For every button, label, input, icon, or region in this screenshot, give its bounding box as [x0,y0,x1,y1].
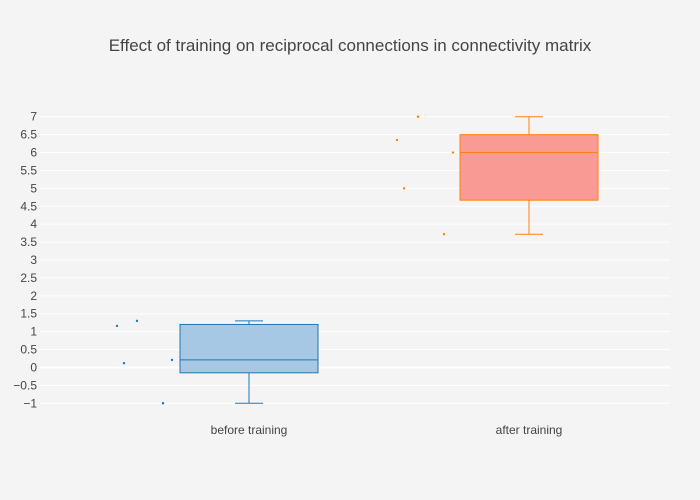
data-point [170,358,174,362]
data-point [402,187,406,190]
y-tick-label: 2.5 [20,271,37,285]
data-point [122,361,126,365]
y-tick-label: 6.5 [20,128,37,142]
data-point [161,402,165,405]
x-tick-label: after training [496,423,563,437]
x-axis-ticks: before training after training [211,423,563,437]
y-tick-label: 6 [30,146,37,160]
y-tick-label: −1 [23,396,37,410]
y-tick-label: 1.5 [20,307,37,321]
y-axis-ticks: −1 −0.5 0 0.5 1 1.5 2 2.5 3 3.5 4 4.5 5 5.5 6 6.5 7 [13,110,37,411]
chart-title: Effect of training on reciprocal connect… [109,36,592,55]
y-tick-label: 3 [30,253,37,267]
box-1 [395,115,599,236]
y-tick-label: 0.5 [20,343,37,357]
data-point [451,151,455,154]
data-point [115,324,119,328]
data-point [442,233,446,236]
y-tick-label: 5.5 [20,163,37,177]
y-tick-label: 2 [30,289,37,303]
y-tick-label: 4 [30,217,37,231]
data-point [416,115,420,118]
box-0 [115,319,319,405]
y-tick-label: 4.5 [20,199,37,213]
y-tick-label: 7 [30,110,37,124]
y-tick-label: 1 [30,325,37,339]
y-tick-label: 5 [30,181,37,195]
iqr-box [179,323,319,374]
boxes [115,115,599,405]
x-tick-label: before training [211,423,288,437]
y-tick-label: 3.5 [20,235,37,249]
data-point [135,319,139,323]
y-tick-label: −0.5 [13,378,37,392]
data-point [395,138,399,142]
y-tick-label: 0 [30,360,37,374]
iqr-box [459,134,599,201]
